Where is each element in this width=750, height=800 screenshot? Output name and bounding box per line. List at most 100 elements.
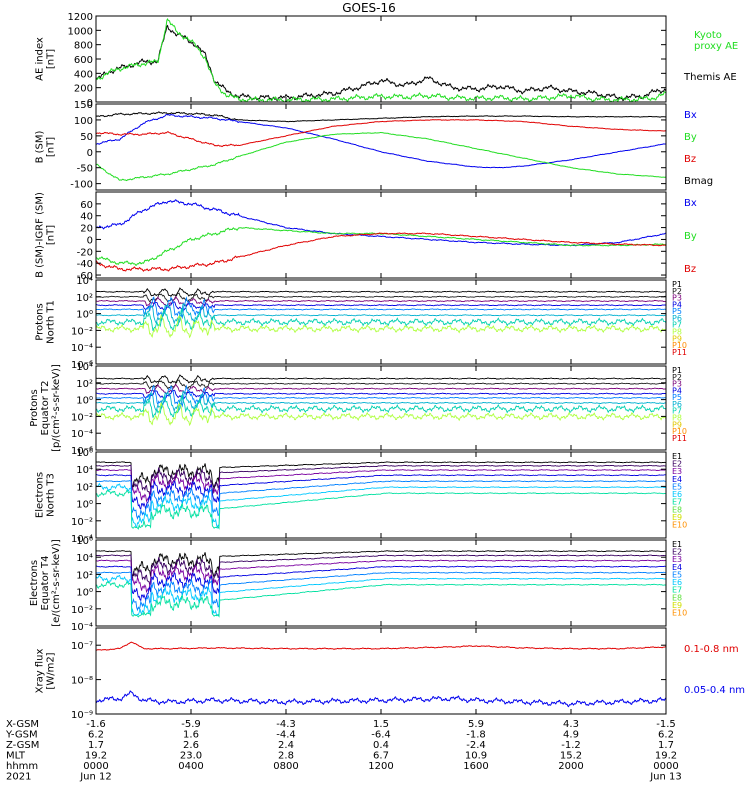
y-axis-label-group: Electrons North T3	[35, 472, 57, 518]
ephemeris-row-label: hhmm	[6, 761, 38, 772]
channel-line-e5	[96, 480, 666, 520]
series-line-0-1-0-8-nm	[96, 641, 666, 651]
ephemeris-value: -5.9	[181, 719, 201, 730]
channel-label-p11: P11	[672, 348, 687, 357]
ephemeris-value: 4.9	[563, 730, 579, 741]
y-tick-label: 0	[87, 148, 93, 159]
y-axis-label-group: Xray flux [W/m2]	[35, 649, 57, 694]
panel-frame	[95, 365, 667, 451]
panel-pnorth: 10⁻⁶ 10⁻⁴ 10⁻² 10⁰ 10² 10⁴ Protons North T1 P1P2…	[35, 276, 688, 371]
channel-label-p5: P5	[672, 393, 682, 402]
y-tick-label: 10⁰	[76, 500, 93, 511]
ephemeris-row-label: 2021	[6, 772, 31, 783]
legend-0-05-0-4-nm: 0.05-0.4 nm	[684, 685, 745, 696]
channel-label-e8: E8	[672, 505, 682, 514]
figure-title: GOES-16	[342, 1, 396, 15]
channel-line-e1	[96, 550, 666, 579]
channel-line-p2	[96, 379, 666, 390]
y-axis-label: Equator T2	[40, 381, 51, 436]
y-tick-label: 10⁴	[76, 553, 93, 564]
channel-label-e5: E5	[672, 482, 682, 491]
plot-area	[96, 199, 666, 272]
y-tick-label: 40	[80, 212, 93, 223]
y-tick-label: 10⁻⁶	[71, 360, 93, 371]
series-line-bz	[96, 119, 666, 148]
channel-label-p2: P2	[672, 373, 682, 382]
y-tick-label: 50	[80, 132, 93, 143]
panel-frame	[95, 103, 667, 191]
y-tick-label: 10⁻⁴	[71, 534, 93, 545]
ephemeris-value: -4.4	[276, 730, 296, 741]
series-line-bx	[96, 113, 666, 169]
y-tick-label: 10²	[76, 293, 93, 304]
panel-frame	[95, 191, 667, 279]
channel-label-e9: E9	[672, 601, 682, 610]
series-line-bz	[96, 232, 666, 272]
x-axis-ephemeris: X-GSM -1.6 -5.9 -4.3 1.5 5.9 4.3 -1.5Y-GSM 6.2 1.…	[5, 719, 682, 783]
y-axis-label: [nT]	[46, 49, 57, 69]
channel-label-e10: E10	[672, 609, 687, 618]
y-tick-label: 10⁰	[76, 310, 93, 321]
y-tick-label: 10⁻²	[71, 326, 93, 337]
channel-line-e5	[96, 571, 666, 612]
ephemeris-value: 6.2	[88, 730, 104, 741]
y-tick-label: 1200	[68, 12, 93, 23]
y-tick-label: -100	[70, 180, 93, 191]
y-tick-label: 10⁴	[76, 276, 93, 287]
panel-frame	[95, 627, 667, 715]
y-axis-label: Xray flux	[35, 649, 46, 694]
plot-area	[96, 17, 666, 102]
channel-line-e3	[96, 469, 666, 503]
y-tick-label: 10⁻⁸	[71, 676, 93, 687]
channel-label-e2: E2	[672, 460, 682, 469]
channel-line-p3	[96, 295, 666, 307]
legend-bz: Bz	[684, 264, 696, 275]
ephemeris-value: 23.0	[180, 751, 202, 762]
ephemeris-value: 1.7	[88, 740, 104, 751]
y-tick-label: 10⁻⁶	[71, 446, 93, 457]
ephemeris-value: -6.4	[371, 730, 391, 741]
channel-line-p7	[96, 307, 666, 331]
y-axis-label: Protons	[35, 303, 46, 340]
legend-0-1-0-8-nm: 0.1-0.8 nm	[684, 644, 739, 655]
y-tick-label: -20	[77, 247, 93, 258]
plot-area	[96, 550, 666, 618]
plot-area	[96, 287, 666, 339]
channel-label-e7: E7	[672, 586, 682, 595]
legend-themis-ae: Themis AE	[683, 72, 737, 83]
ephemeris-value: -1.2	[561, 740, 581, 751]
channel-line-e2	[96, 554, 666, 585]
legend-bx: Bx	[684, 198, 697, 209]
channel-label-p6: P6	[672, 314, 682, 323]
channel-label-p10: P10	[672, 427, 687, 436]
y-axis-label: Electrons	[29, 560, 40, 606]
ephemeris-value: 0800	[273, 761, 298, 772]
channel-label-e4: E4	[672, 475, 682, 484]
channel-label-p4: P4	[672, 300, 682, 309]
legend-by: By	[684, 132, 697, 143]
panel-frame	[95, 279, 667, 365]
channel-line-e6	[96, 574, 666, 617]
channel-label-p9: P9	[672, 420, 682, 429]
channel-label-e2: E2	[672, 548, 682, 557]
ephemeris-value: 0000	[83, 761, 108, 772]
channel-label-e1: E1	[672, 452, 682, 461]
channel-line-p8	[96, 313, 666, 339]
panel-eequator: 10⁻⁴ 10⁻² 10⁰ 10² 10⁴ 10⁶ Electrons Equator T4[…	[29, 536, 687, 633]
panel-bsm: -100 -50 0 50 100 150 B (SM) [nT] Bx By Bz Bmag	[35, 100, 714, 191]
ephemeris-value: 6.7	[373, 751, 389, 762]
ephemeris-value: 1200	[368, 761, 393, 772]
y-axis-label: AE index	[35, 37, 46, 81]
legend-kyoto: Kyoto	[694, 30, 722, 41]
y-tick-label: 1000	[68, 26, 93, 37]
ephemeris-value: 6.2	[658, 730, 674, 741]
y-tick-label: 200	[74, 84, 93, 95]
y-tick-label: 10⁻²	[71, 605, 93, 616]
channel-label-p8: P8	[672, 413, 682, 422]
y-axis-label-group: Protons Equator T2 [p/(cm²-s-sr-keV)]	[29, 364, 62, 452]
y-axis-label: [nT]	[46, 137, 57, 157]
ephemeris-value: 2000	[558, 761, 583, 772]
channel-line-p4	[96, 301, 666, 311]
